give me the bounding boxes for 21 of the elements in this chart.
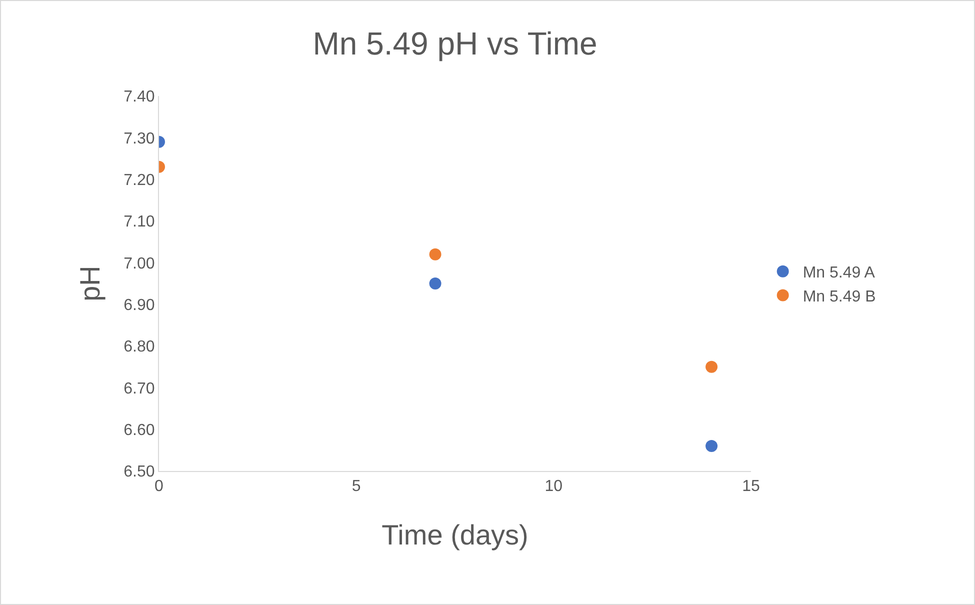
- x-tick-label: 0: [154, 478, 164, 496]
- x-tick-label: 15: [742, 478, 760, 496]
- y-axis-title: pH: [74, 266, 106, 302]
- y-tick-label: 6.60: [124, 422, 155, 439]
- y-tick-label: 6.50: [124, 464, 155, 481]
- legend-label: Mn 5.49 B: [802, 288, 876, 306]
- y-tick-label: 7.10: [124, 214, 155, 231]
- y-tick-label: 6.70: [124, 380, 155, 398]
- y-tick-label: 7.00: [124, 255, 155, 272]
- legend-label: Mn 5.49 A: [802, 264, 876, 282]
- y-tick-label: 6.90: [124, 296, 155, 314]
- y-tick-label: 7.30: [124, 130, 155, 148]
- x-axis-title: Time (days): [382, 519, 528, 550]
- x-tick-label: 10: [544, 478, 563, 496]
- y-tick-label: 6.80: [124, 338, 155, 356]
- point: [706, 360, 718, 373]
- x-tick-label: 5: [352, 478, 361, 496]
- y-tick-label: 7.20: [124, 172, 155, 189]
- chart-title: Mn 5.49 pH vs Time: [312, 26, 598, 62]
- y-tick-label: 7.40: [124, 88, 155, 106]
- point: [706, 440, 718, 452]
